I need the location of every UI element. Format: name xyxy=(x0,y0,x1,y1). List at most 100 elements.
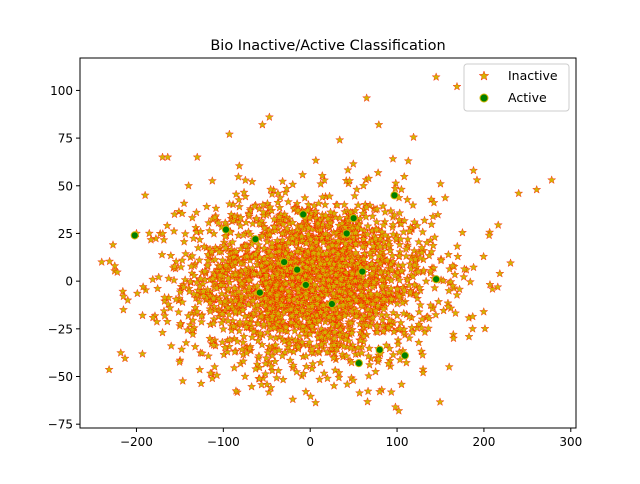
inactive-point xyxy=(316,179,326,188)
inactive-point xyxy=(160,292,170,302)
inactive-point xyxy=(417,248,427,257)
inactive-point xyxy=(377,275,387,284)
inactive-point xyxy=(274,212,284,221)
inactive-point xyxy=(365,360,375,369)
inactive-point xyxy=(197,348,207,358)
inactive-point xyxy=(274,246,284,256)
inactive-point xyxy=(267,238,277,247)
inactive-point xyxy=(190,303,200,312)
inactive-point xyxy=(407,323,417,332)
inactive-point xyxy=(288,179,298,189)
inactive-point xyxy=(185,276,195,286)
inactive-point xyxy=(408,200,418,210)
inactive-point xyxy=(275,193,285,202)
inactive-point xyxy=(332,296,342,306)
inactive-point xyxy=(313,346,323,356)
inactive-point xyxy=(361,280,371,290)
inactive-point xyxy=(302,292,311,302)
inactive-point xyxy=(112,267,122,276)
inactive-point xyxy=(469,165,478,175)
inactive-point xyxy=(146,235,156,244)
inactive-point xyxy=(386,283,396,293)
inactive-point xyxy=(344,294,354,303)
inactive-point xyxy=(380,230,390,240)
inactive-point xyxy=(334,372,344,382)
inactive-point xyxy=(390,183,400,193)
inactive-point xyxy=(281,322,291,332)
inactive-point xyxy=(346,207,356,217)
inactive-point xyxy=(532,184,542,194)
inactive-point xyxy=(264,246,274,255)
inactive-point xyxy=(301,262,311,272)
inactive-point xyxy=(422,238,432,247)
inactive-point xyxy=(249,269,259,278)
inactive-point xyxy=(291,321,301,330)
inactive-point xyxy=(253,319,263,328)
inactive-point xyxy=(355,388,365,397)
inactive-point xyxy=(266,250,276,260)
inactive-point xyxy=(372,204,382,213)
y-tick-label: 25 xyxy=(58,227,73,241)
inactive-point xyxy=(196,226,206,236)
active-point xyxy=(390,191,399,200)
inactive-point xyxy=(278,176,288,186)
inactive-point xyxy=(390,271,400,280)
inactive-point xyxy=(175,357,185,366)
inactive-point xyxy=(198,286,208,295)
inactive-point xyxy=(278,219,288,229)
inactive-point xyxy=(450,269,460,279)
inactive-point xyxy=(371,306,381,315)
inactive-point xyxy=(191,207,201,217)
inactive-point xyxy=(409,217,419,227)
inactive-point xyxy=(364,173,374,183)
inactive-point xyxy=(426,300,436,310)
inactive-point xyxy=(410,280,419,289)
inactive-point xyxy=(362,202,371,212)
inactive-point xyxy=(151,233,161,243)
inactive-point xyxy=(318,300,328,310)
inactive-point xyxy=(359,331,369,341)
inactive-point xyxy=(266,332,275,341)
inactive-point xyxy=(328,246,338,256)
inactive-point xyxy=(330,327,340,336)
inactive-point xyxy=(283,252,293,261)
inactive-point xyxy=(329,381,339,390)
inactive-point xyxy=(265,303,275,313)
inactive-point xyxy=(234,195,244,204)
inactive-point xyxy=(329,288,338,298)
inactive-point xyxy=(386,206,396,215)
inactive-point xyxy=(272,269,282,279)
inactive-point xyxy=(415,300,425,309)
x-tick-label: 100 xyxy=(386,435,409,449)
inactive-point xyxy=(297,337,307,347)
inactive-point xyxy=(210,255,220,264)
inactive-point xyxy=(376,267,386,277)
inactive-point xyxy=(163,299,173,309)
inactive-point xyxy=(399,171,409,181)
inactive-point xyxy=(357,348,367,357)
inactive-point xyxy=(306,276,316,285)
inactive-point xyxy=(166,341,176,350)
inactive-point xyxy=(350,206,360,215)
inactive-point xyxy=(303,229,313,239)
inactive-point xyxy=(390,402,400,411)
inactive-point xyxy=(261,278,271,288)
inactive-point xyxy=(269,323,279,332)
inactive-point xyxy=(388,350,398,359)
inactive-point xyxy=(448,281,458,290)
inactive-point xyxy=(383,358,393,368)
inactive-point xyxy=(318,265,328,275)
inactive-point xyxy=(230,306,240,316)
inactive-point xyxy=(317,283,327,292)
inactive-point xyxy=(404,280,414,290)
inactive-point xyxy=(165,303,175,312)
inactive-point xyxy=(414,337,424,347)
inactive-point xyxy=(138,310,148,320)
inactive-point xyxy=(209,340,219,349)
inactive-point xyxy=(353,222,362,232)
inactive-point xyxy=(240,265,250,274)
inactive-point xyxy=(347,268,357,278)
inactive-point xyxy=(328,319,338,329)
x-tick-label: −100 xyxy=(207,435,240,449)
inactive-point xyxy=(216,280,226,289)
